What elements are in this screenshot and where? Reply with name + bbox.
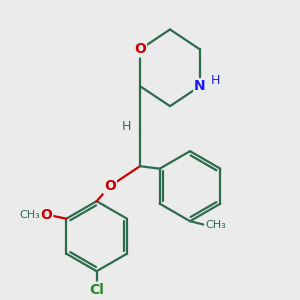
Text: H: H — [210, 74, 220, 87]
Text: H: H — [121, 120, 131, 133]
Text: O: O — [40, 208, 52, 222]
Text: N: N — [194, 79, 206, 93]
Text: O: O — [134, 43, 146, 56]
Text: Cl: Cl — [89, 283, 104, 296]
Text: CH₃: CH₃ — [205, 220, 226, 230]
Text: O: O — [104, 179, 116, 193]
Text: CH₃: CH₃ — [19, 210, 40, 220]
